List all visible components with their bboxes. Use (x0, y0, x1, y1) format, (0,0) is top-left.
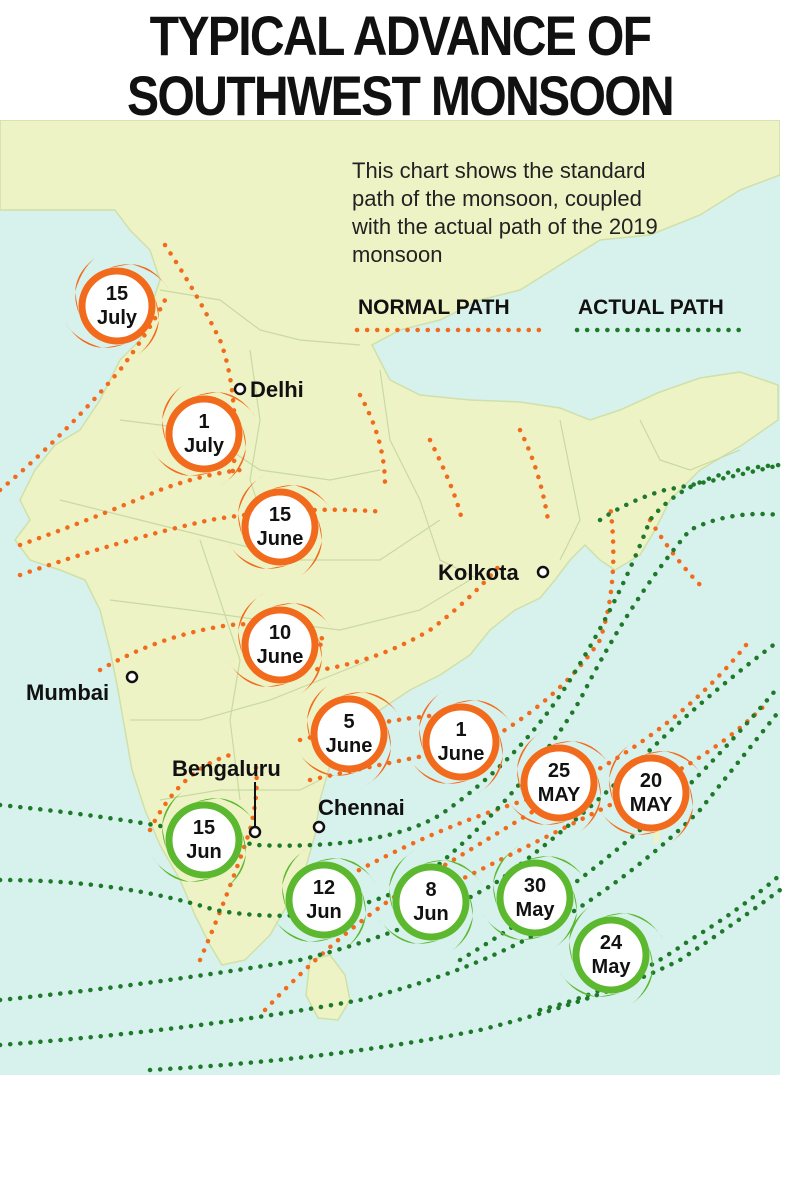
bengaluru-dot (248, 825, 262, 839)
actual-marker-8-jun: 8 Jun (379, 850, 483, 954)
normal-marker-5-june: 5 June (297, 682, 401, 786)
actual-marker-month: Jun (413, 903, 449, 925)
title-line-2: SOUTHWEST MONSOON (126, 64, 675, 127)
actual-marker-30-may: 30 May (483, 846, 587, 950)
normal-marker-25-may: 25 MAY (507, 731, 611, 835)
normal-marker-month: June (257, 646, 304, 668)
city-label-delhi: Delhi (250, 377, 304, 402)
actual-marker-month: May (592, 956, 632, 978)
city-label-kolkota: Kolkota (438, 560, 519, 585)
normal-marker-day: 20 (640, 770, 662, 792)
description-line-1: This chart shows the standard (352, 158, 645, 183)
actual-marker-15-jun: 15 Jun (152, 788, 256, 892)
actual-markers: 15 Jun 12 Jun 8 Jun 30 May 24 May (152, 788, 663, 1007)
description: This chart shows the standard path of th… (351, 158, 658, 267)
city-markers (125, 382, 550, 839)
kolkota-dot (536, 565, 550, 579)
normal-marker-1-july: 1 July (152, 382, 256, 486)
delhi-dot (233, 382, 247, 396)
actual-marker-day: 12 (313, 877, 335, 899)
city-label-chennai: Chennai (318, 795, 405, 820)
description-line-3: with the actual path of the 2019 (351, 214, 658, 239)
normal-marker-month: MAY (538, 784, 581, 806)
legend-actual-label: ACTUAL PATH (578, 296, 724, 319)
actual-marker-24-may: 24 May (559, 903, 663, 1007)
legend-normal-label: NORMAL PATH (358, 296, 510, 319)
normal-marker-15-july: 15 July (65, 254, 169, 358)
actual-marker-month: Jun (186, 841, 222, 863)
normal-marker-day: 10 (269, 622, 291, 644)
normal-marker-20-may: 20 MAY (599, 741, 703, 845)
city-label-bengaluru: Bengaluru (172, 756, 281, 781)
title: TYPICAL ADVANCE OF SOUTHWEST MONSOON (56, 6, 744, 126)
actual-marker-12-jun: 12 Jun (272, 848, 376, 952)
actual-marker-day: 8 (425, 879, 436, 901)
normal-markers: 15 July 1 July 15 June 10 June 5 June 1 … (65, 254, 703, 845)
description-line-4: monsoon (352, 242, 443, 267)
actual-marker-day: 24 (600, 932, 623, 954)
city-label-mumbai: Mumbai (26, 680, 109, 705)
title-line-1: TYPICAL ADVANCE OF (149, 4, 652, 67)
actual-marker-month: Jun (306, 901, 342, 923)
normal-marker-month: June (326, 735, 373, 757)
normal-marker-day: 1 (198, 411, 209, 433)
normal-marker-month: July (97, 307, 138, 329)
normal-marker-day: 15 (269, 504, 291, 526)
normal-marker-month: June (438, 743, 485, 765)
normal-marker-day: 25 (548, 760, 570, 782)
normal-marker-15-june: 15 June (228, 475, 332, 579)
normal-marker-1-june: 1 June (409, 690, 513, 794)
normal-marker-month: July (184, 435, 225, 457)
normal-marker-month: MAY (630, 794, 673, 816)
actual-marker-day: 30 (524, 875, 546, 897)
description-line-2: path of the monsoon, coupled (352, 186, 642, 211)
actual-marker-month: May (516, 899, 556, 921)
mumbai-dot (125, 670, 139, 684)
normal-marker-10-june: 10 June (228, 593, 332, 697)
chennai-dot (312, 820, 326, 834)
normal-marker-day: 15 (106, 283, 128, 305)
normal-marker-day: 5 (343, 711, 354, 733)
normal-marker-day: 1 (455, 719, 466, 741)
normal-marker-month: June (257, 528, 304, 550)
actual-marker-day: 15 (193, 817, 215, 839)
